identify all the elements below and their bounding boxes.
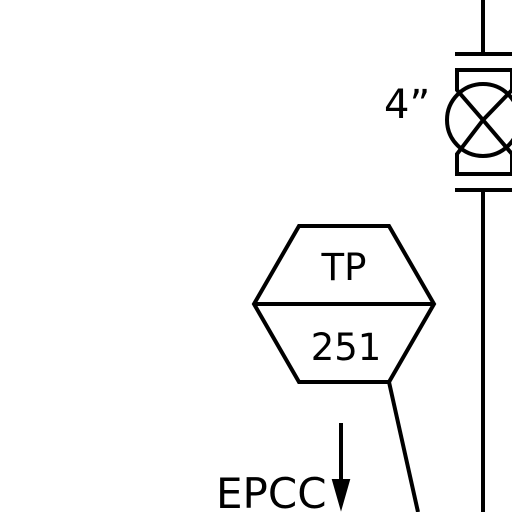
valve-wedge-top [455, 68, 512, 123]
note-label: EPCC [216, 469, 327, 512]
gate-valve-icon [445, 52, 512, 192]
arrow-down-icon [331, 423, 351, 512]
pipe-size-label: 4” [384, 82, 430, 128]
valve-body-circle [445, 82, 512, 158]
instrument-connection-line [387, 381, 420, 512]
arrow-head [331, 479, 351, 512]
instrument-bubble: TP 251 [251, 224, 437, 384]
instrument-tag-number: 251 [311, 326, 382, 369]
valve-wedge-bottom [455, 116, 512, 176]
instrument-function-label: TP [321, 246, 367, 289]
